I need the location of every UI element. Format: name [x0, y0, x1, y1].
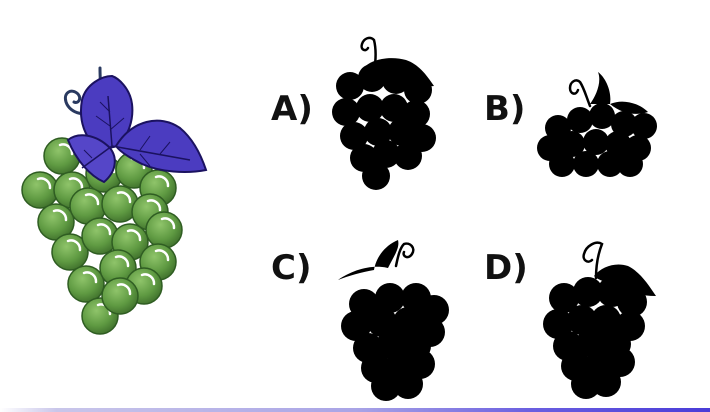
- leaf-icon: [594, 264, 656, 296]
- silhouette-option-a[interactable]: [332, 36, 436, 190]
- grape-berry: [145, 211, 183, 249]
- silhouette-berry: [617, 151, 643, 177]
- silhouette-berry: [375, 283, 405, 313]
- silhouette-berry: [583, 129, 609, 155]
- tendril-icon: [568, 79, 592, 108]
- silhouette-berry: [589, 103, 615, 129]
- silhouette-berry: [404, 76, 432, 104]
- silhouette-berry: [591, 367, 621, 397]
- silhouette-berry: [617, 287, 647, 317]
- silhouette-berry: [631, 113, 657, 139]
- grape-berry: [101, 277, 139, 315]
- silhouette-option-b[interactable]: [537, 72, 657, 177]
- silhouette-option-d[interactable]: [543, 241, 656, 399]
- silhouette-berry: [573, 151, 599, 177]
- silhouette-berry: [362, 162, 390, 190]
- option-c-label[interactable]: C): [271, 248, 312, 288]
- silhouette-berry: [336, 72, 364, 100]
- silhouette-berry: [382, 66, 410, 94]
- tendril-icon: [394, 242, 415, 268]
- grape-berries: [21, 137, 183, 335]
- silhouette-berry: [559, 131, 585, 157]
- silhouette-berry: [549, 283, 579, 313]
- silhouette-berry: [364, 118, 392, 146]
- option-b-label[interactable]: B): [484, 89, 526, 129]
- silhouette-berry: [597, 151, 623, 177]
- option-a-label[interactable]: A): [271, 89, 313, 129]
- tendril-icon: [360, 36, 377, 74]
- grape-berry: [51, 233, 89, 271]
- silhouette-berry: [341, 311, 371, 341]
- silhouette-berry: [611, 111, 637, 137]
- silhouette-berry: [394, 142, 422, 170]
- silhouette-berry: [380, 94, 408, 122]
- grape-berry: [67, 265, 105, 303]
- silhouette-berry: [356, 94, 384, 122]
- option-d-label[interactable]: D): [484, 248, 528, 288]
- bottom-accent-bar: [0, 408, 710, 412]
- silhouette-berry: [573, 277, 603, 307]
- leaf-icon: [338, 240, 399, 280]
- silhouette-berry: [591, 305, 621, 335]
- tendril-icon: [582, 241, 604, 280]
- silhouette-berry: [358, 64, 386, 92]
- grape-berry: [21, 171, 59, 209]
- silhouette-berry: [549, 151, 575, 177]
- silhouette-berry: [340, 122, 368, 150]
- silhouette-berry: [393, 369, 423, 399]
- silhouette-berry: [371, 371, 401, 401]
- silhouette-berry: [332, 98, 360, 126]
- reference-grape-bunch: [21, 66, 208, 335]
- silhouette-berry: [605, 131, 631, 157]
- silhouette-berry: [372, 140, 400, 168]
- grape-berry: [101, 185, 139, 223]
- silhouette-option-c[interactable]: [338, 240, 449, 401]
- leaf-icon: [66, 74, 208, 184]
- silhouette-berry: [567, 107, 593, 133]
